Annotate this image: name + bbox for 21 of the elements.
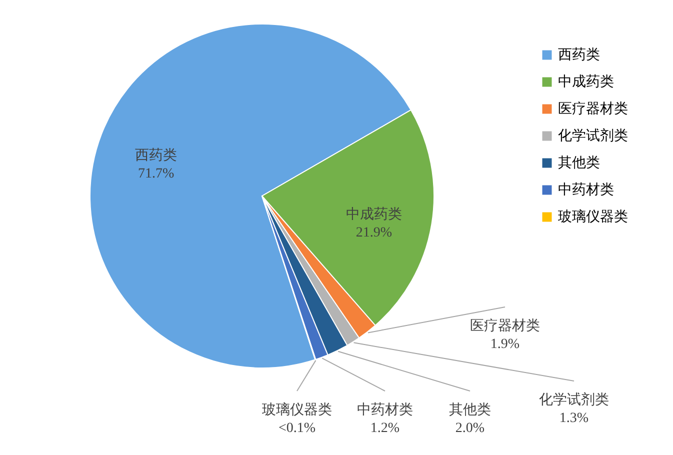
legend-label: 玻璃仪器类 bbox=[558, 209, 628, 225]
data-label: 1.3% bbox=[559, 411, 589, 426]
legend-label: 医疗器材类 bbox=[558, 101, 628, 117]
legend-label: 中药材类 bbox=[558, 182, 614, 198]
data-label: 1.9% bbox=[490, 337, 520, 352]
slice-label: 中成药类 bbox=[346, 206, 402, 223]
legend-label: 其他类 bbox=[558, 155, 600, 171]
slice-label: 中药材类 bbox=[357, 402, 413, 418]
legend-label: 西药类 bbox=[558, 47, 600, 63]
slice-label: 其他类 bbox=[449, 402, 491, 418]
data-label: 21.9% bbox=[356, 226, 392, 241]
slice-label: 西药类 bbox=[135, 147, 178, 164]
data-label: <0.1% bbox=[278, 421, 316, 436]
data-label: 2.0% bbox=[455, 421, 485, 436]
slice-label: 化学试剂类 bbox=[539, 392, 609, 408]
legend-label: 中成药类 bbox=[558, 74, 614, 90]
data-label: 1.2% bbox=[370, 421, 400, 436]
legend-label: 化学试剂类 bbox=[558, 128, 628, 144]
data-label: 71.7% bbox=[138, 166, 174, 182]
slice-label: 医疗器材类 bbox=[470, 318, 540, 334]
slice-label: 玻璃仪器类 bbox=[262, 402, 332, 418]
